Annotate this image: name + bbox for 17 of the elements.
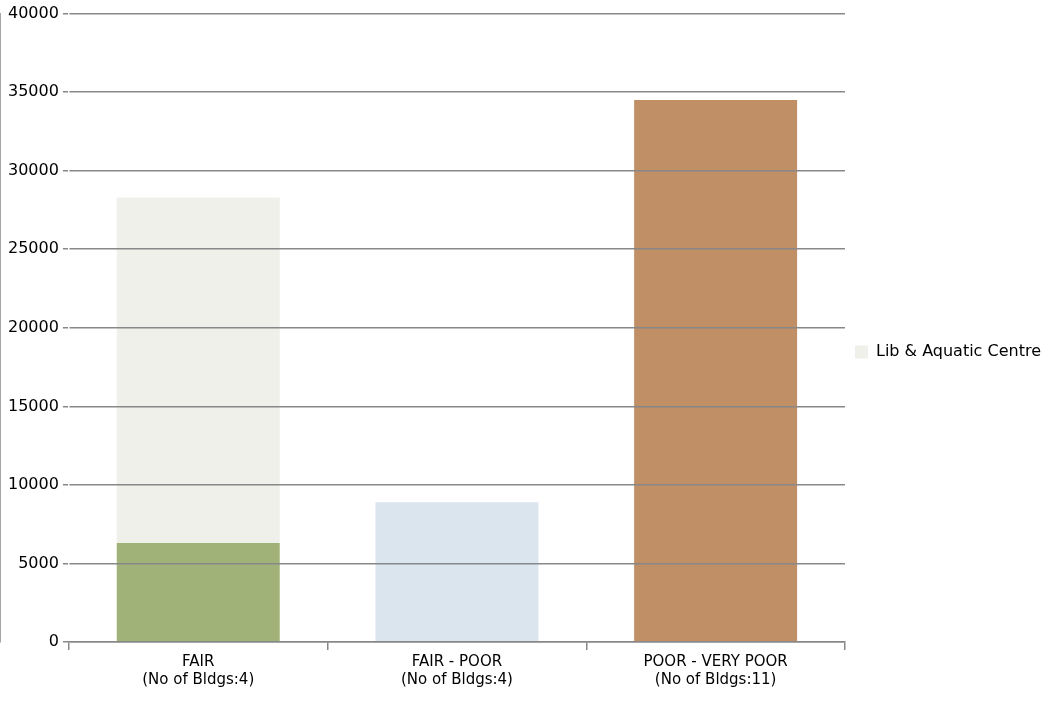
- legend-label: Lib & Aquatic Centre: [875, 341, 1041, 361]
- y-tick-label: 20000: [7, 316, 59, 336]
- x-tick-label: FAIR - POOR (No of Bldgs:4): [400, 651, 513, 688]
- y-tick-label: 0: [48, 631, 59, 651]
- bar: [375, 502, 539, 642]
- y-tick-label: 35000: [7, 81, 59, 101]
- y-tick-label: 10000: [7, 474, 59, 494]
- y-tick-label: 25000: [7, 238, 59, 258]
- x-tick-label: POOR - VERY POOR (No of Bldgs:11): [643, 651, 788, 688]
- bar: [116, 543, 280, 642]
- y-tick-label: 40000: [7, 2, 59, 22]
- bar: [634, 100, 798, 642]
- bar: [116, 197, 280, 544]
- y-tick-label: 30000: [7, 159, 59, 179]
- x-tick-label: FAIR (No of Bldgs:4): [142, 651, 255, 688]
- y-tick-label: 5000: [18, 552, 59, 572]
- y-tick-label: 15000: [7, 395, 59, 415]
